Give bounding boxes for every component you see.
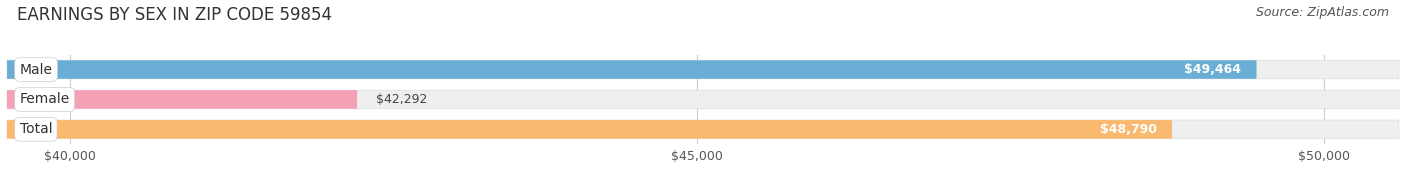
Text: EARNINGS BY SEX IN ZIP CODE 59854: EARNINGS BY SEX IN ZIP CODE 59854 [17, 6, 332, 24]
FancyBboxPatch shape [7, 60, 1257, 79]
Text: Male: Male [20, 63, 52, 77]
Text: Female: Female [20, 92, 70, 106]
FancyBboxPatch shape [7, 120, 1399, 139]
Text: Total: Total [20, 122, 52, 136]
FancyBboxPatch shape [7, 120, 1173, 139]
Text: Source: ZipAtlas.com: Source: ZipAtlas.com [1256, 6, 1389, 19]
Text: $49,464: $49,464 [1184, 63, 1241, 76]
FancyBboxPatch shape [7, 90, 1399, 109]
Text: $48,790: $48,790 [1099, 123, 1157, 136]
Text: $42,292: $42,292 [375, 93, 427, 106]
FancyBboxPatch shape [7, 90, 357, 109]
FancyBboxPatch shape [7, 60, 1399, 79]
